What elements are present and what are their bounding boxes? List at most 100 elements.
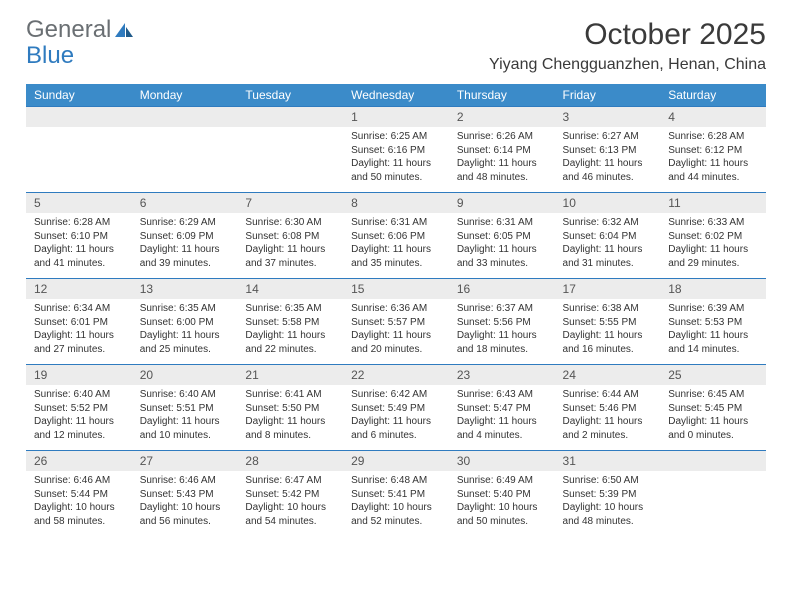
sunset-line: Sunset: 6:13 PM: [563, 144, 653, 158]
daylight-line: Daylight: 11 hours and 33 minutes.: [457, 243, 547, 270]
header: General October 2025 Yiyang Chengguanzhe…: [26, 18, 766, 74]
day-number: 13: [132, 279, 238, 299]
daylight-line: Daylight: 11 hours and 10 minutes.: [140, 415, 230, 442]
sunset-line: Sunset: 6:04 PM: [563, 230, 653, 244]
daylight-line: Daylight: 10 hours and 52 minutes.: [351, 501, 441, 528]
day-info: Sunrise: 6:38 AMSunset: 5:55 PMDaylight:…: [555, 299, 661, 364]
day-info: Sunrise: 6:34 AMSunset: 6:01 PMDaylight:…: [26, 299, 132, 364]
weekday-header: Thursday: [449, 84, 555, 107]
sunrise-line: Sunrise: 6:49 AM: [457, 474, 547, 488]
sunset-line: Sunset: 6:00 PM: [140, 316, 230, 330]
sunset-line: Sunset: 5:50 PM: [245, 402, 335, 416]
sunset-line: Sunset: 5:51 PM: [140, 402, 230, 416]
day-number: 18: [660, 279, 766, 299]
logo-text-general: General: [26, 18, 111, 42]
sunset-line: Sunset: 5:56 PM: [457, 316, 547, 330]
title-block: October 2025 Yiyang Chengguanzhen, Henan…: [489, 18, 766, 74]
sunrise-line: Sunrise: 6:31 AM: [351, 216, 441, 230]
day-info: Sunrise: 6:33 AMSunset: 6:02 PMDaylight:…: [660, 213, 766, 278]
sunrise-line: Sunrise: 6:46 AM: [140, 474, 230, 488]
day-info: Sunrise: 6:27 AMSunset: 6:13 PMDaylight:…: [555, 127, 661, 192]
month-title: October 2025: [489, 18, 766, 52]
day-info: Sunrise: 6:44 AMSunset: 5:46 PMDaylight:…: [555, 385, 661, 450]
day-number: [237, 107, 343, 125]
sunset-line: Sunset: 6:05 PM: [457, 230, 547, 244]
day-info: Sunrise: 6:37 AMSunset: 5:56 PMDaylight:…: [449, 299, 555, 364]
sunset-line: Sunset: 6:01 PM: [34, 316, 124, 330]
day-info: Sunrise: 6:26 AMSunset: 6:14 PMDaylight:…: [449, 127, 555, 192]
daylight-line: Daylight: 11 hours and 48 minutes.: [457, 157, 547, 184]
sunrise-line: Sunrise: 6:25 AM: [351, 130, 441, 144]
daylight-line: Daylight: 11 hours and 44 minutes.: [668, 157, 758, 184]
sunset-line: Sunset: 6:12 PM: [668, 144, 758, 158]
day-number: 2: [449, 107, 555, 127]
sunset-line: Sunset: 5:40 PM: [457, 488, 547, 502]
logo-sail-icon: [113, 21, 135, 39]
day-number: 8: [343, 193, 449, 213]
day-number: 3: [555, 107, 661, 127]
sunset-line: Sunset: 6:09 PM: [140, 230, 230, 244]
day-number: 1: [343, 107, 449, 127]
sunrise-line: Sunrise: 6:50 AM: [563, 474, 653, 488]
day-number: 31: [555, 451, 661, 471]
sunrise-line: Sunrise: 6:37 AM: [457, 302, 547, 316]
day-info: [237, 127, 343, 185]
day-info: Sunrise: 6:50 AMSunset: 5:39 PMDaylight:…: [555, 471, 661, 536]
sunset-line: Sunset: 5:44 PM: [34, 488, 124, 502]
sunrise-line: Sunrise: 6:48 AM: [351, 474, 441, 488]
day-info: Sunrise: 6:39 AMSunset: 5:53 PMDaylight:…: [660, 299, 766, 364]
sunset-line: Sunset: 5:52 PM: [34, 402, 124, 416]
sunrise-line: Sunrise: 6:40 AM: [34, 388, 124, 402]
sunrise-line: Sunrise: 6:45 AM: [668, 388, 758, 402]
day-number: 30: [449, 451, 555, 471]
daylight-line: Daylight: 11 hours and 39 minutes.: [140, 243, 230, 270]
day-info: Sunrise: 6:28 AMSunset: 6:10 PMDaylight:…: [26, 213, 132, 278]
day-info: Sunrise: 6:42 AMSunset: 5:49 PMDaylight:…: [343, 385, 449, 450]
day-info: Sunrise: 6:31 AMSunset: 6:05 PMDaylight:…: [449, 213, 555, 278]
day-info: Sunrise: 6:36 AMSunset: 5:57 PMDaylight:…: [343, 299, 449, 364]
day-info: Sunrise: 6:40 AMSunset: 5:52 PMDaylight:…: [26, 385, 132, 450]
sunrise-line: Sunrise: 6:44 AM: [563, 388, 653, 402]
day-number: [660, 451, 766, 469]
logo: General: [26, 18, 135, 42]
day-number: 26: [26, 451, 132, 471]
logo-text-blue: Blue: [26, 42, 74, 70]
day-info: Sunrise: 6:31 AMSunset: 6:06 PMDaylight:…: [343, 213, 449, 278]
calendar-table: SundayMondayTuesdayWednesdayThursdayFrid…: [26, 84, 766, 536]
sunrise-line: Sunrise: 6:26 AM: [457, 130, 547, 144]
sunset-line: Sunset: 6:16 PM: [351, 144, 441, 158]
day-info: Sunrise: 6:45 AMSunset: 5:45 PMDaylight:…: [660, 385, 766, 450]
day-info: Sunrise: 6:49 AMSunset: 5:40 PMDaylight:…: [449, 471, 555, 536]
day-info: Sunrise: 6:30 AMSunset: 6:08 PMDaylight:…: [237, 213, 343, 278]
sunset-line: Sunset: 5:58 PM: [245, 316, 335, 330]
day-number: 5: [26, 193, 132, 213]
sunrise-line: Sunrise: 6:42 AM: [351, 388, 441, 402]
calendar-head: SundayMondayTuesdayWednesdayThursdayFrid…: [26, 84, 766, 107]
day-info: Sunrise: 6:35 AMSunset: 6:00 PMDaylight:…: [132, 299, 238, 364]
day-number: 7: [237, 193, 343, 213]
sunrise-line: Sunrise: 6:28 AM: [668, 130, 758, 144]
day-number: 15: [343, 279, 449, 299]
sunset-line: Sunset: 5:57 PM: [351, 316, 441, 330]
day-number: 11: [660, 193, 766, 213]
daylight-line: Daylight: 11 hours and 8 minutes.: [245, 415, 335, 442]
daylight-line: Daylight: 11 hours and 35 minutes.: [351, 243, 441, 270]
sunset-line: Sunset: 5:41 PM: [351, 488, 441, 502]
day-number: 29: [343, 451, 449, 471]
weekday-header: Friday: [555, 84, 661, 107]
day-info: Sunrise: 6:35 AMSunset: 5:58 PMDaylight:…: [237, 299, 343, 364]
day-number: 19: [26, 365, 132, 385]
daylight-line: Daylight: 10 hours and 58 minutes.: [34, 501, 124, 528]
weekday-header: Wednesday: [343, 84, 449, 107]
day-info: [132, 127, 238, 185]
day-info: Sunrise: 6:43 AMSunset: 5:47 PMDaylight:…: [449, 385, 555, 450]
sunrise-line: Sunrise: 6:35 AM: [245, 302, 335, 316]
day-number: 4: [660, 107, 766, 127]
daylight-line: Daylight: 11 hours and 12 minutes.: [34, 415, 124, 442]
sunrise-line: Sunrise: 6:31 AM: [457, 216, 547, 230]
day-info: Sunrise: 6:41 AMSunset: 5:50 PMDaylight:…: [237, 385, 343, 450]
weekday-header: Sunday: [26, 84, 132, 107]
daylight-line: Daylight: 11 hours and 41 minutes.: [34, 243, 124, 270]
sunset-line: Sunset: 5:49 PM: [351, 402, 441, 416]
day-number: 12: [26, 279, 132, 299]
